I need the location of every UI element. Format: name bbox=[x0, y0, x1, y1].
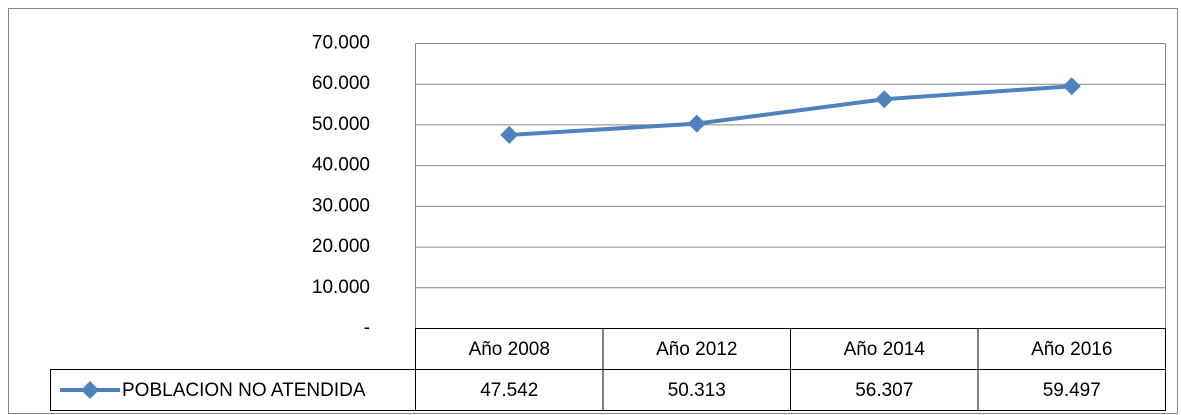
data-label: 59.497 bbox=[1043, 380, 1101, 401]
y-tick-label: 10.000 bbox=[312, 277, 370, 298]
y-tick-label: - bbox=[364, 318, 370, 339]
x-tick-label: Año 2014 bbox=[844, 339, 926, 360]
legend-label: POBLACION NO ATENDIDA bbox=[122, 380, 366, 401]
series-line bbox=[509, 84, 1072, 137]
y-tick-label: 70.000 bbox=[312, 33, 370, 54]
x-tick-label: Año 2012 bbox=[656, 339, 737, 360]
chart-frame bbox=[8, 8, 1178, 414]
y-tick-label: 60.000 bbox=[312, 73, 370, 94]
data-label: 56.307 bbox=[855, 380, 913, 401]
table-cell bbox=[50, 369, 1166, 411]
y-tick-label: 40.000 bbox=[312, 155, 370, 176]
y-tick-label: 50.000 bbox=[312, 114, 370, 135]
x-tick-label: Año 2008 bbox=[469, 339, 550, 360]
data-label: 47.542 bbox=[480, 380, 538, 401]
y-tick-label: 20.000 bbox=[312, 236, 370, 257]
x-tick-label: Año 2016 bbox=[1031, 339, 1112, 360]
legend-marker bbox=[81, 381, 99, 399]
data-point bbox=[1062, 77, 1081, 96]
data-point bbox=[875, 90, 894, 109]
data-point bbox=[687, 114, 706, 133]
data-point bbox=[500, 125, 519, 144]
y-tick-label: 30.000 bbox=[312, 195, 370, 216]
data-label: 50.313 bbox=[668, 380, 726, 401]
